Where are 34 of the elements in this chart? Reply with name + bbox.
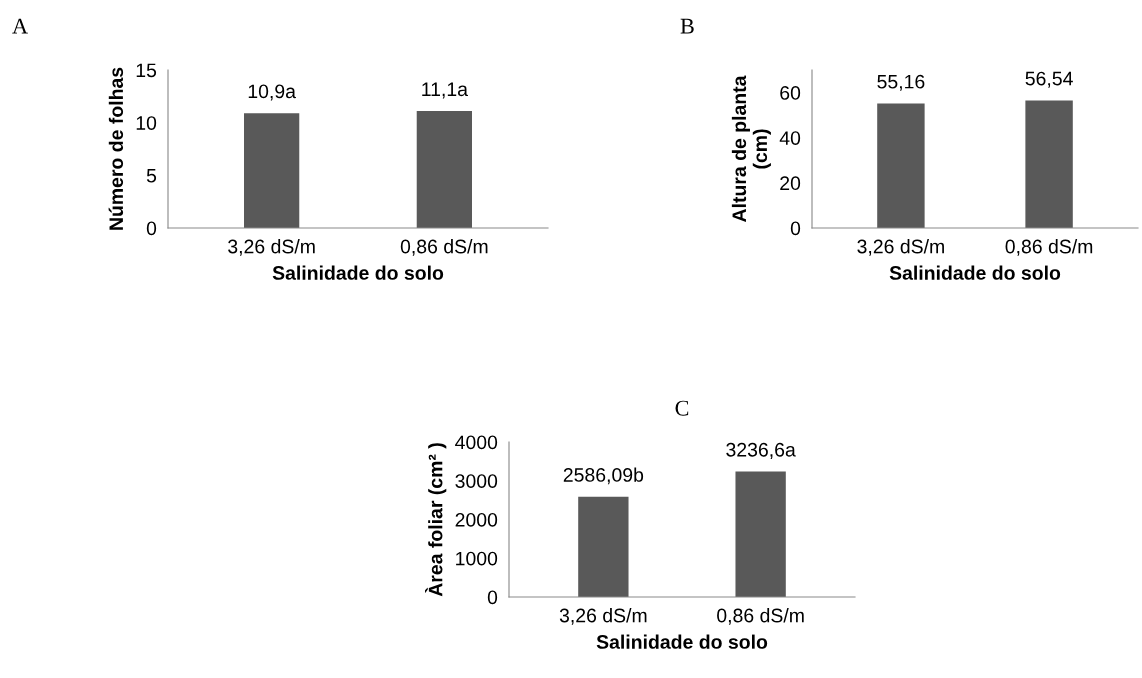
- y-tick-label: 3000: [455, 474, 498, 488]
- y-axis-title: Àrea foliar (cm² ): [425, 443, 447, 597]
- data-label: 11,1a: [422, 82, 468, 99]
- chart-title: C: [675, 400, 689, 416]
- y-tick-label: 15: [136, 63, 157, 78]
- data-label: 56,54: [1025, 71, 1073, 88]
- y-tick-label: 4000: [455, 435, 498, 450]
- y-tick-label: 5: [146, 169, 157, 183]
- y-axis-title: Altura de planta (cm): [731, 75, 771, 222]
- x-tick-label: 3,26 dS/m: [559, 608, 647, 625]
- data-label: 2586,09b: [563, 467, 644, 485]
- y-tick-label: 1000: [456, 551, 498, 566]
- x-tick-label: 0,86 dS/m: [1005, 239, 1093, 256]
- data-label: 10,9a: [248, 84, 296, 101]
- y-tick-label: 0: [146, 221, 157, 236]
- x-tick-label: 0,86 dS/m: [717, 608, 804, 625]
- x-axis-title: Salinidade do solo: [272, 265, 444, 280]
- y-tick-label: 10: [136, 116, 157, 130]
- y-tick-label: 20: [780, 176, 801, 191]
- chart-title: A: [12, 18, 28, 34]
- x-tick-label: 0,86 dS/m: [400, 239, 488, 256]
- x-axis-title: Salinidade do solo: [596, 634, 768, 649]
- x-axis-title: Salinidade do solo: [889, 265, 1061, 280]
- y-tick-label: 0: [790, 221, 801, 236]
- x-tick-label: 3,26 dS/m: [228, 239, 315, 256]
- y-tick-label: 0: [487, 590, 498, 605]
- data-label: 3236,6a: [726, 442, 796, 459]
- y-tick-label: 40: [779, 131, 801, 145]
- chart-title: B: [680, 18, 694, 34]
- x-tick-label: 3,26 dS/m: [857, 239, 944, 256]
- y-tick-label: 60: [780, 86, 801, 100]
- y-tick-label: 2000: [455, 512, 498, 527]
- data-label: 55,16: [877, 74, 925, 91]
- y-axis-title: Número de folhas: [108, 67, 124, 230]
